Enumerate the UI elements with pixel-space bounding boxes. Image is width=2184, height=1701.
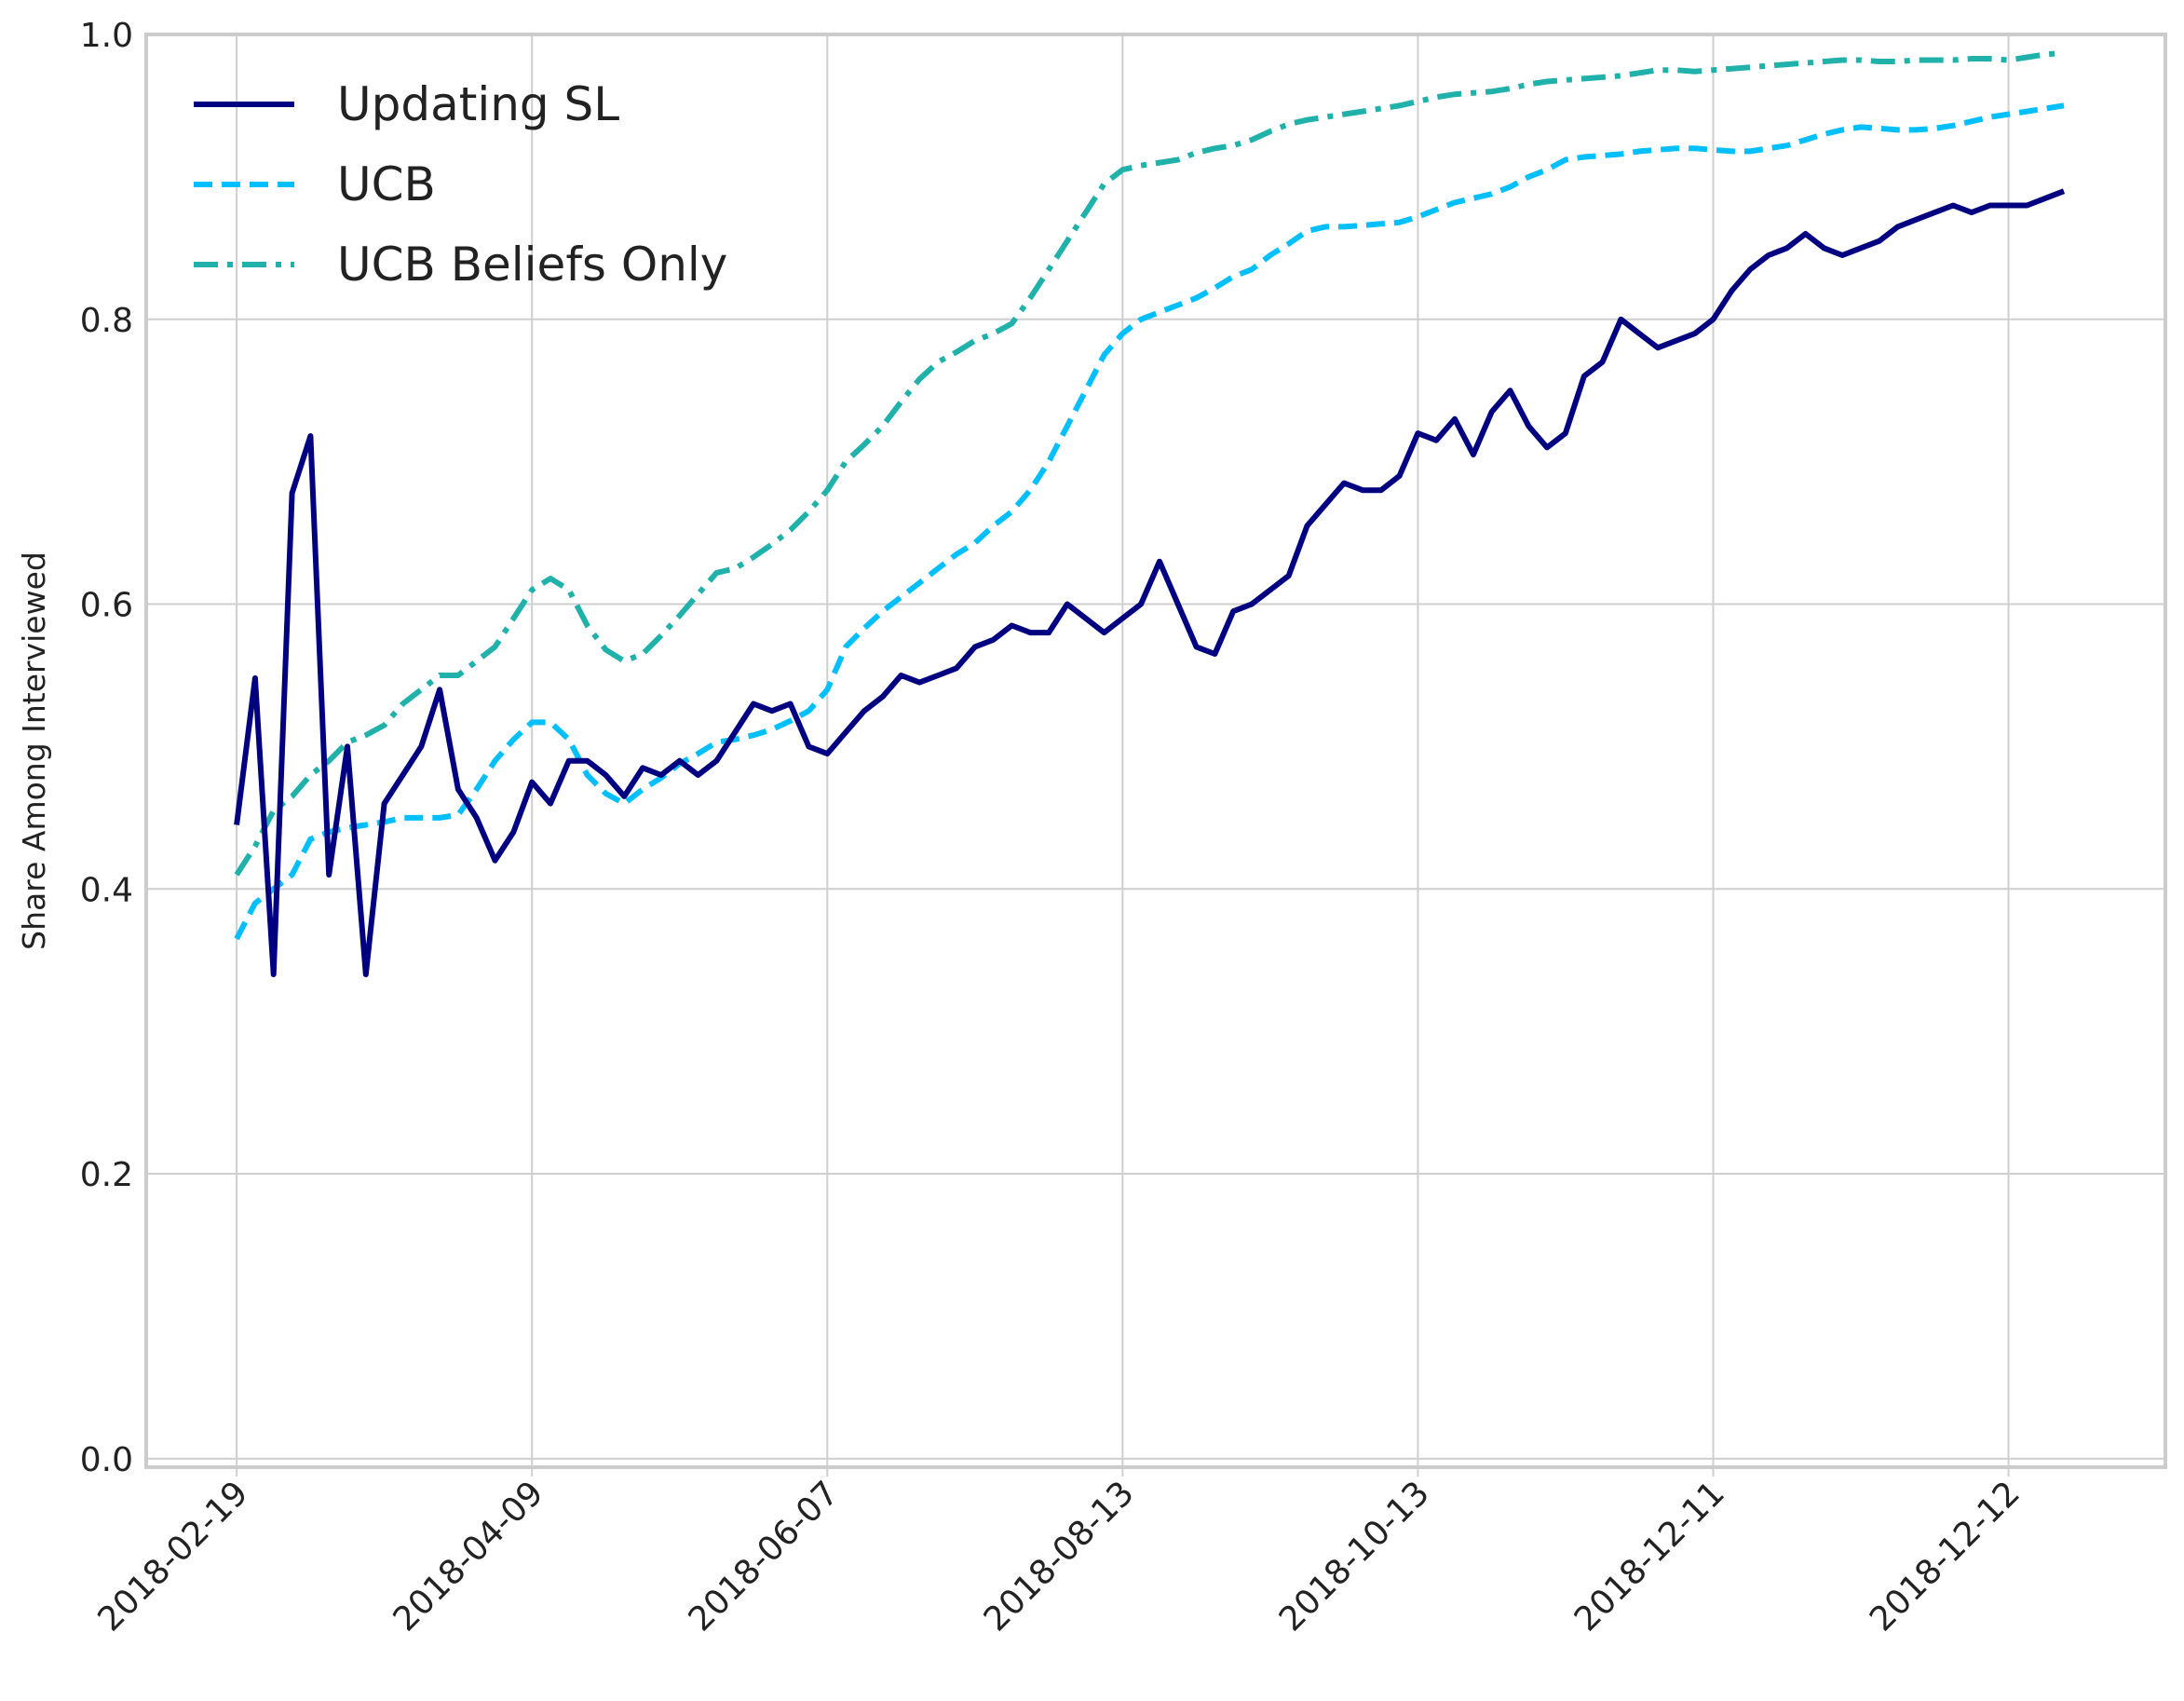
- y-axis-label: Share Among Interviewed: [16, 551, 52, 950]
- series-line: [234, 102, 2065, 941]
- y-tick-label: 0.2: [80, 1156, 133, 1194]
- y-tick-label: 0.6: [80, 587, 133, 625]
- legend-label: UCB Beliefs Only: [337, 238, 727, 292]
- x-tick-label: 2018-04-09: [387, 1474, 551, 1639]
- series-line: [234, 49, 2065, 877]
- x-tick-label: 2018-02-19: [91, 1474, 256, 1639]
- legend: Updating SL UCB UCB Beliefs Only: [194, 77, 727, 292]
- series-line: [234, 188, 2066, 977]
- y-tick-label: 0.4: [80, 871, 133, 909]
- x-tick-label: 2018-10-13: [1272, 1474, 1437, 1639]
- y-tick-label: 0.8: [80, 302, 133, 340]
- plot-frame: [144, 33, 2167, 1469]
- legend-label: Updating SL: [337, 77, 619, 131]
- x-tick-label: 2018-12-11: [1567, 1474, 1732, 1639]
- x-tick-label: 2018-12-12: [1863, 1474, 2028, 1639]
- y-tick-label: 0.0: [80, 1441, 133, 1479]
- legend-label: UCB: [337, 157, 436, 211]
- x-tick-label: 2018-06-07: [682, 1474, 847, 1639]
- x-tick-label: 2018-08-13: [977, 1474, 1142, 1639]
- y-tick-label: 1.0: [80, 17, 133, 55]
